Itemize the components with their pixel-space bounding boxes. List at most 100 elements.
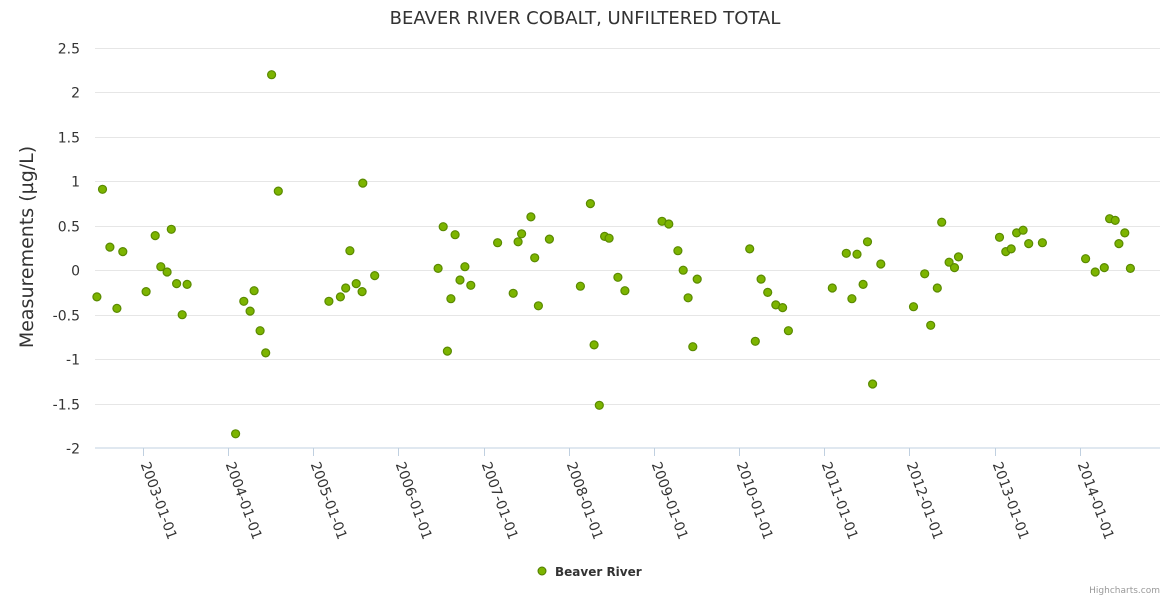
- data-point[interactable]: [1099, 263, 1109, 273]
- data-point[interactable]: [678, 265, 688, 275]
- data-point[interactable]: [261, 348, 271, 358]
- data-point[interactable]: [544, 234, 555, 244]
- data-point[interactable]: [442, 346, 452, 356]
- data-point[interactable]: [1090, 267, 1100, 277]
- data-point[interactable]: [673, 246, 683, 256]
- data-point[interactable]: [92, 292, 102, 302]
- data-point[interactable]: [692, 274, 702, 284]
- data-point[interactable]: [172, 279, 182, 289]
- data-point[interactable]: [341, 283, 351, 293]
- data-point[interactable]: [455, 275, 465, 285]
- data-point[interactable]: [841, 248, 851, 258]
- data-point[interactable]: [249, 286, 259, 296]
- data-point[interactable]: [920, 269, 930, 279]
- data-point[interactable]: [1080, 254, 1091, 264]
- data-point[interactable]: [156, 262, 166, 272]
- data-point[interactable]: [847, 294, 857, 304]
- data-point[interactable]: [589, 340, 599, 350]
- data-point[interactable]: [683, 293, 693, 303]
- data-point[interactable]: [166, 224, 176, 234]
- data-point[interactable]: [594, 400, 604, 410]
- data-point[interactable]: [335, 292, 345, 302]
- data-point[interactable]: [182, 279, 192, 289]
- data-point[interactable]: [255, 326, 265, 336]
- data-point[interactable]: [177, 310, 187, 320]
- y-tick-label: 2: [71, 86, 80, 102]
- data-point[interactable]: [1110, 215, 1120, 225]
- legend-item-beaver-river[interactable]: Beaver River: [555, 565, 642, 579]
- data-point[interactable]: [585, 199, 596, 209]
- data-point[interactable]: [620, 286, 630, 296]
- data-point[interactable]: [926, 320, 936, 330]
- data-point[interactable]: [273, 186, 283, 196]
- data-point[interactable]: [513, 237, 523, 247]
- data-point[interactable]: [1120, 228, 1130, 238]
- data-point[interactable]: [664, 219, 674, 229]
- data-point[interactable]: [245, 306, 255, 316]
- data-point[interactable]: [908, 302, 919, 312]
- data-point[interactable]: [994, 232, 1005, 242]
- data-point[interactable]: [858, 279, 868, 289]
- data-point[interactable]: [750, 336, 760, 346]
- data-point[interactable]: [460, 262, 470, 272]
- data-point[interactable]: [1024, 239, 1034, 249]
- data-point[interactable]: [604, 233, 614, 243]
- data-point[interactable]: [876, 259, 886, 269]
- data-point[interactable]: [150, 231, 160, 241]
- data-point[interactable]: [827, 283, 837, 293]
- data-point[interactable]: [1018, 225, 1028, 235]
- data-point[interactable]: [862, 237, 873, 247]
- data-point[interactable]: [953, 252, 964, 262]
- data-point[interactable]: [852, 249, 862, 259]
- data-point[interactable]: [162, 267, 172, 277]
- data-point[interactable]: [345, 246, 355, 256]
- data-point[interactable]: [613, 272, 623, 282]
- data-point[interactable]: [944, 257, 954, 267]
- data-point[interactable]: [763, 287, 773, 297]
- x-tick-label: 2012-01-01: [903, 460, 946, 542]
- data-point[interactable]: [141, 287, 151, 297]
- data-point[interactable]: [267, 70, 277, 80]
- data-point[interactable]: [231, 429, 241, 439]
- data-point[interactable]: [745, 244, 755, 254]
- data-point[interactable]: [526, 212, 536, 222]
- data-point[interactable]: [118, 247, 128, 257]
- data-point[interactable]: [783, 326, 794, 336]
- data-point[interactable]: [530, 253, 540, 263]
- data-point[interactable]: [493, 238, 503, 248]
- data-point[interactable]: [370, 271, 380, 281]
- data-point[interactable]: [1125, 263, 1136, 273]
- data-point[interactable]: [1037, 238, 1048, 248]
- data-point[interactable]: [1006, 244, 1016, 254]
- data-point[interactable]: [357, 287, 367, 297]
- legend[interactable]: Beaver River: [537, 565, 642, 579]
- data-point[interactable]: [433, 263, 443, 273]
- data-point[interactable]: [351, 279, 361, 289]
- data-point[interactable]: [937, 217, 947, 227]
- data-point[interactable]: [105, 242, 115, 252]
- data-point[interactable]: [688, 342, 698, 352]
- data-point[interactable]: [450, 230, 460, 240]
- x-axis-ticks: 2003-01-01 2004-01-01 2005-01-01 2006-01-01…: [137, 448, 1117, 542]
- data-point[interactable]: [112, 303, 122, 313]
- data-point[interactable]: [239, 296, 249, 306]
- data-point[interactable]: [756, 274, 766, 284]
- data-point[interactable]: [1114, 239, 1124, 249]
- data-point[interactable]: [446, 294, 456, 304]
- data-point[interactable]: [438, 222, 448, 232]
- credits-link[interactable]: Highcharts.com: [1089, 586, 1160, 596]
- data-point[interactable]: [777, 303, 788, 313]
- data-point[interactable]: [466, 280, 476, 290]
- data-point[interactable]: [324, 296, 334, 306]
- data-point[interactable]: [516, 229, 527, 239]
- data-point[interactable]: [533, 301, 544, 311]
- data-point[interactable]: [575, 281, 586, 291]
- y-tick-label: 0.5: [58, 220, 80, 236]
- data-point[interactable]: [932, 283, 942, 293]
- data-point[interactable]: [358, 178, 368, 188]
- data-point[interactable]: [97, 184, 108, 194]
- data-point[interactable]: [949, 263, 960, 273]
- x-tick-label: 2014-01-01: [1074, 460, 1117, 542]
- data-point[interactable]: [508, 288, 518, 298]
- data-point[interactable]: [867, 379, 878, 389]
